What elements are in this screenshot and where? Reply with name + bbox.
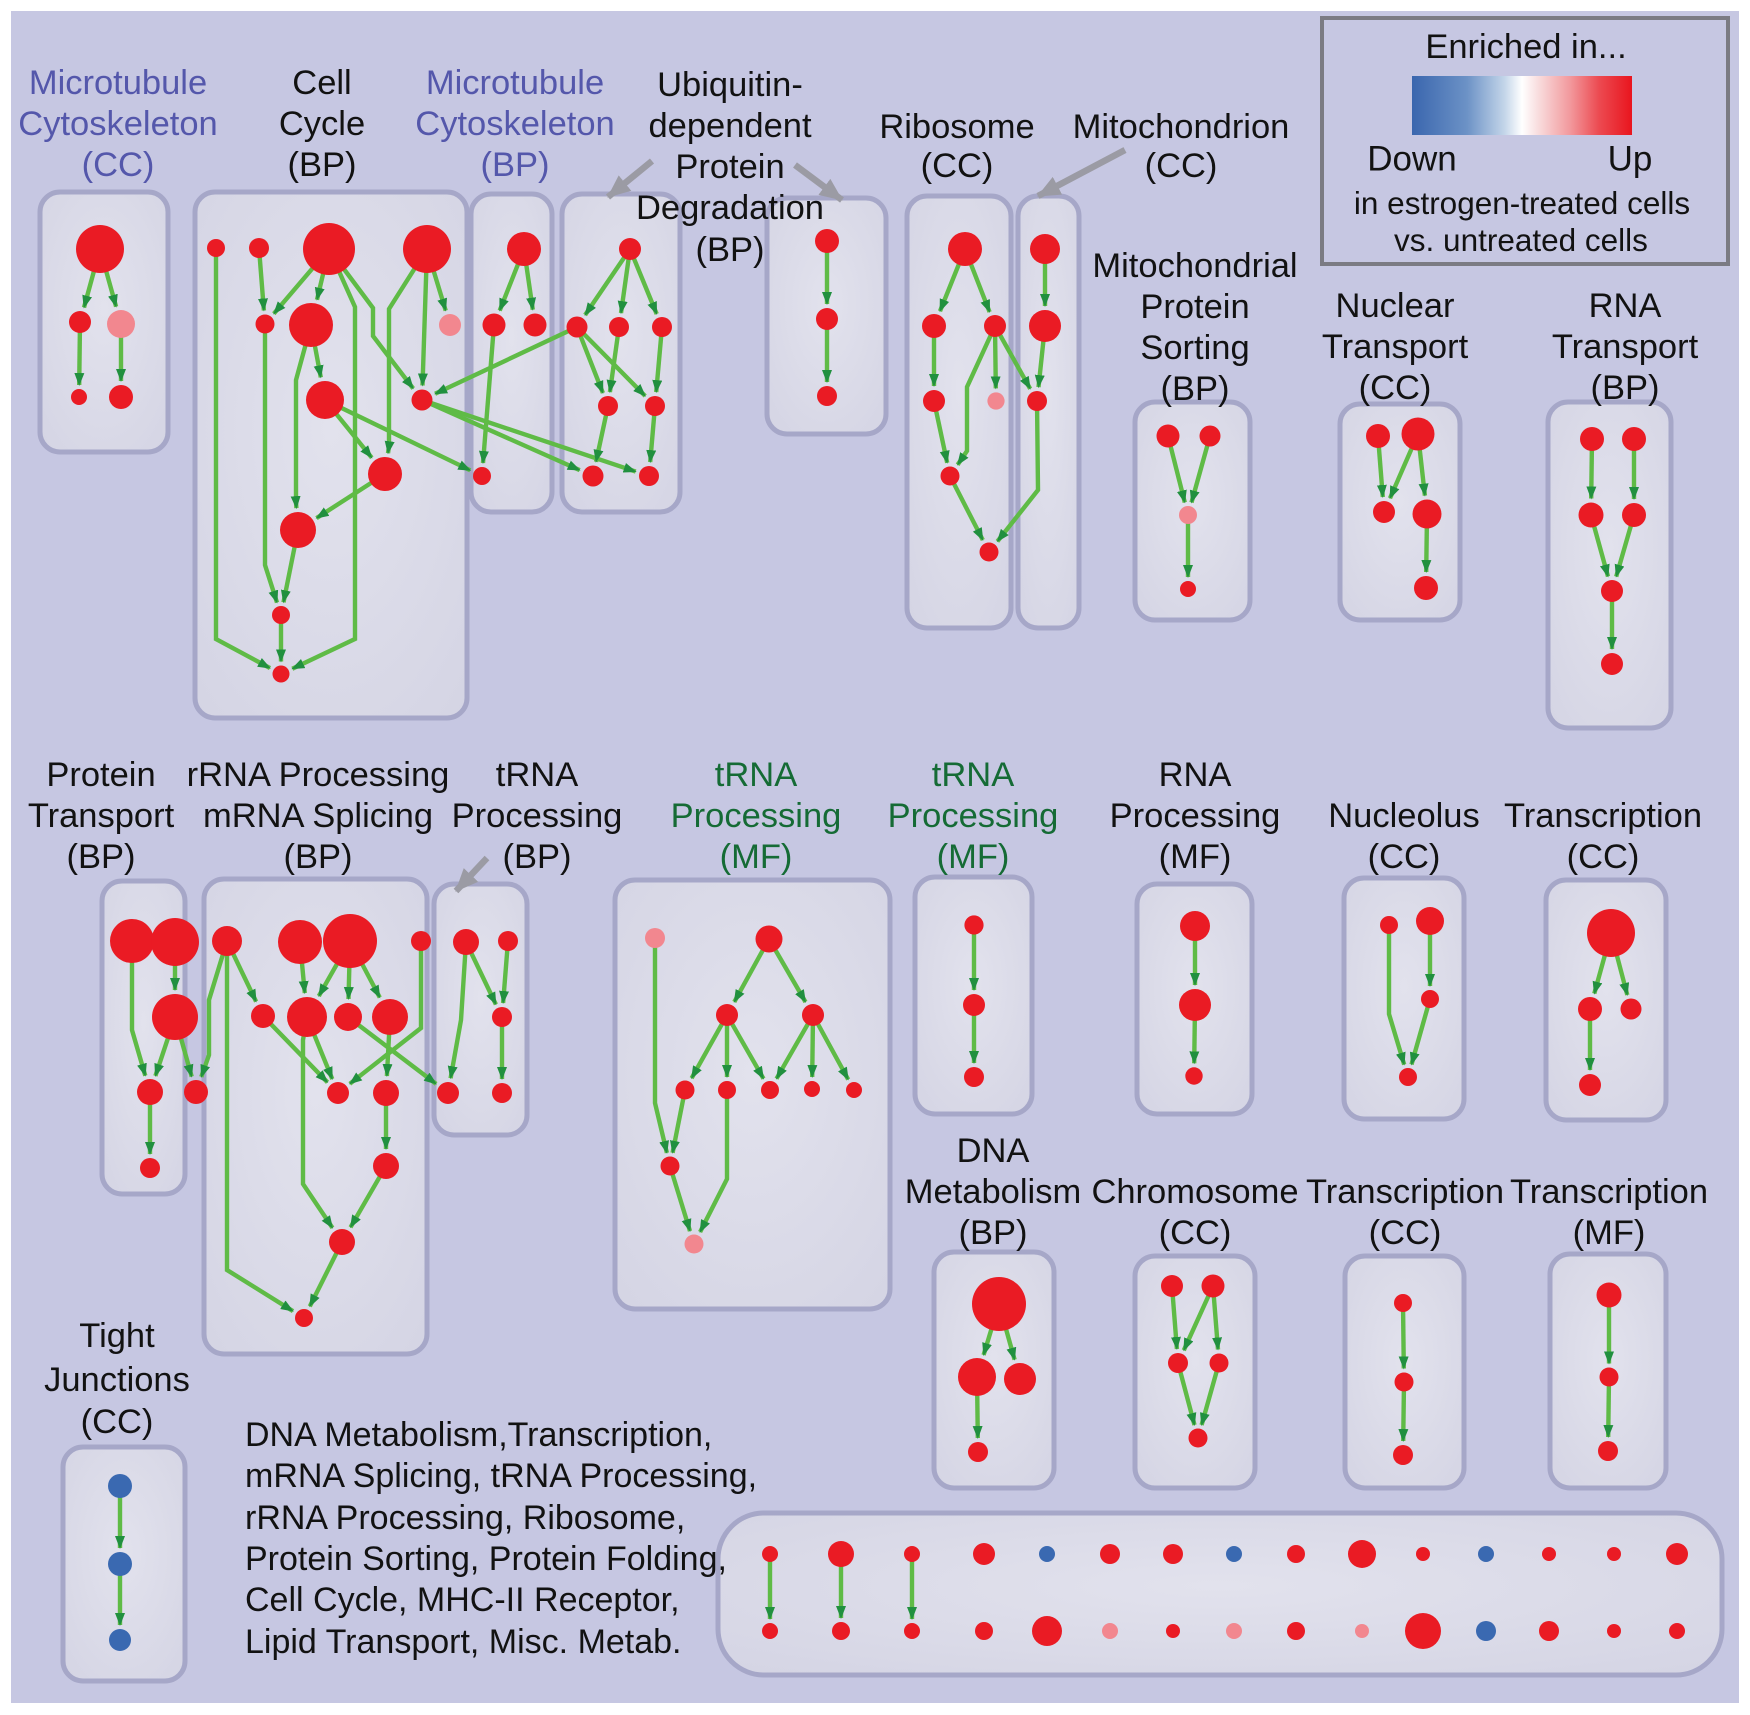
svg-text:DNA Metabolism,Transcription,: DNA Metabolism,Transcription, bbox=[245, 1416, 712, 1454]
svg-text:Ribosome: Ribosome bbox=[879, 108, 1034, 146]
svg-text:Cell: Cell bbox=[292, 64, 351, 102]
svg-text:Metabolism: Metabolism bbox=[905, 1173, 1081, 1211]
svg-text:(BP): (BP) bbox=[288, 146, 357, 184]
svg-text:(CC): (CC) bbox=[1359, 369, 1432, 407]
svg-text:Protein: Protein bbox=[46, 756, 155, 794]
svg-text:Microtubule: Microtubule bbox=[426, 64, 604, 102]
svg-text:mRNA Splicing, tRNA Processing: mRNA Splicing, tRNA Processing, bbox=[245, 1457, 757, 1495]
svg-text:tRNA: tRNA bbox=[715, 756, 797, 794]
svg-text:Lipid Transport, Misc. Metab.: Lipid Transport, Misc. Metab. bbox=[245, 1623, 682, 1661]
svg-text:(BP): (BP) bbox=[284, 838, 353, 876]
svg-text:in estrogen-treated cells: in estrogen-treated cells bbox=[1354, 185, 1690, 221]
svg-text:Cytoskeleton: Cytoskeleton bbox=[415, 105, 614, 143]
svg-text:Transport: Transport bbox=[1322, 328, 1469, 366]
svg-text:(MF): (MF) bbox=[1573, 1214, 1646, 1252]
svg-text:Transcription: Transcription bbox=[1510, 1173, 1708, 1211]
svg-text:Up: Up bbox=[1608, 140, 1653, 179]
svg-text:Nucleolus: Nucleolus bbox=[1328, 797, 1480, 835]
svg-text:(BP): (BP) bbox=[67, 838, 136, 876]
svg-text:Tight: Tight bbox=[79, 1317, 155, 1355]
svg-text:Processing: Processing bbox=[671, 797, 842, 835]
svg-text:Protein: Protein bbox=[675, 148, 784, 186]
svg-text:DNA: DNA bbox=[957, 1132, 1030, 1170]
svg-text:Microtubule: Microtubule bbox=[29, 64, 207, 102]
svg-text:Transport: Transport bbox=[1552, 328, 1699, 366]
svg-text:(BP): (BP) bbox=[503, 838, 572, 876]
svg-text:(MF): (MF) bbox=[1159, 838, 1232, 876]
svg-text:dependent: dependent bbox=[648, 107, 811, 145]
svg-text:Enriched in...: Enriched in... bbox=[1425, 28, 1626, 66]
svg-text:Processing: Processing bbox=[452, 797, 623, 835]
svg-text:(CC): (CC) bbox=[1369, 1214, 1442, 1252]
svg-text:rRNA Processing: rRNA Processing bbox=[187, 756, 450, 794]
svg-text:Chromosome: Chromosome bbox=[1091, 1173, 1298, 1211]
svg-text:Down: Down bbox=[1367, 140, 1456, 179]
svg-text:Ubiquitin-: Ubiquitin- bbox=[657, 66, 803, 104]
svg-text:(MF): (MF) bbox=[720, 838, 793, 876]
svg-text:Transcription: Transcription bbox=[1306, 1173, 1504, 1211]
svg-text:Cell Cycle, MHC-II Receptor,: Cell Cycle, MHC-II Receptor, bbox=[245, 1581, 680, 1619]
svg-text:(CC): (CC) bbox=[1567, 838, 1640, 876]
svg-text:mRNA Splicing: mRNA Splicing bbox=[203, 797, 433, 835]
svg-text:(CC): (CC) bbox=[1159, 1214, 1232, 1252]
svg-text:(BP): (BP) bbox=[481, 146, 550, 184]
svg-text:Junctions: Junctions bbox=[44, 1361, 190, 1399]
svg-text:(CC): (CC) bbox=[1145, 147, 1218, 185]
svg-text:Mitochondrion: Mitochondrion bbox=[1073, 108, 1290, 146]
svg-text:Mitochondrial: Mitochondrial bbox=[1092, 247, 1297, 285]
svg-text:Transcription: Transcription bbox=[1504, 797, 1702, 835]
svg-text:(MF): (MF) bbox=[937, 838, 1010, 876]
svg-text:(BP): (BP) bbox=[1161, 370, 1230, 408]
svg-text:RNA: RNA bbox=[1159, 756, 1232, 794]
svg-text:(BP): (BP) bbox=[959, 1214, 1028, 1252]
svg-text:Degradation: Degradation bbox=[636, 189, 824, 227]
svg-text:Processing: Processing bbox=[888, 797, 1059, 835]
svg-text:vs. untreated cells: vs. untreated cells bbox=[1394, 222, 1648, 258]
svg-text:Sorting: Sorting bbox=[1140, 329, 1249, 367]
svg-text:Processing: Processing bbox=[1110, 797, 1281, 835]
svg-text:Protein Sorting, Protein Foldi: Protein Sorting, Protein Folding, bbox=[245, 1540, 727, 1578]
svg-text:Cytoskeleton: Cytoskeleton bbox=[18, 105, 217, 143]
svg-text:(CC): (CC) bbox=[82, 146, 155, 184]
svg-text:(CC): (CC) bbox=[921, 147, 994, 185]
svg-text:Transport: Transport bbox=[28, 797, 175, 835]
svg-text:(CC): (CC) bbox=[1368, 838, 1441, 876]
svg-text:Protein: Protein bbox=[1140, 288, 1249, 326]
svg-text:(CC): (CC) bbox=[81, 1403, 154, 1441]
svg-text:(BP): (BP) bbox=[1591, 369, 1660, 407]
svg-text:RNA: RNA bbox=[1589, 287, 1662, 325]
svg-text:Cycle: Cycle bbox=[279, 105, 365, 143]
svg-text:(BP): (BP) bbox=[696, 231, 765, 269]
svg-text:tRNA: tRNA bbox=[496, 756, 578, 794]
svg-text:Nuclear: Nuclear bbox=[1336, 287, 1455, 325]
svg-text:tRNA: tRNA bbox=[932, 756, 1014, 794]
svg-text:rRNA Processing, Ribosome,: rRNA Processing, Ribosome, bbox=[245, 1499, 685, 1537]
